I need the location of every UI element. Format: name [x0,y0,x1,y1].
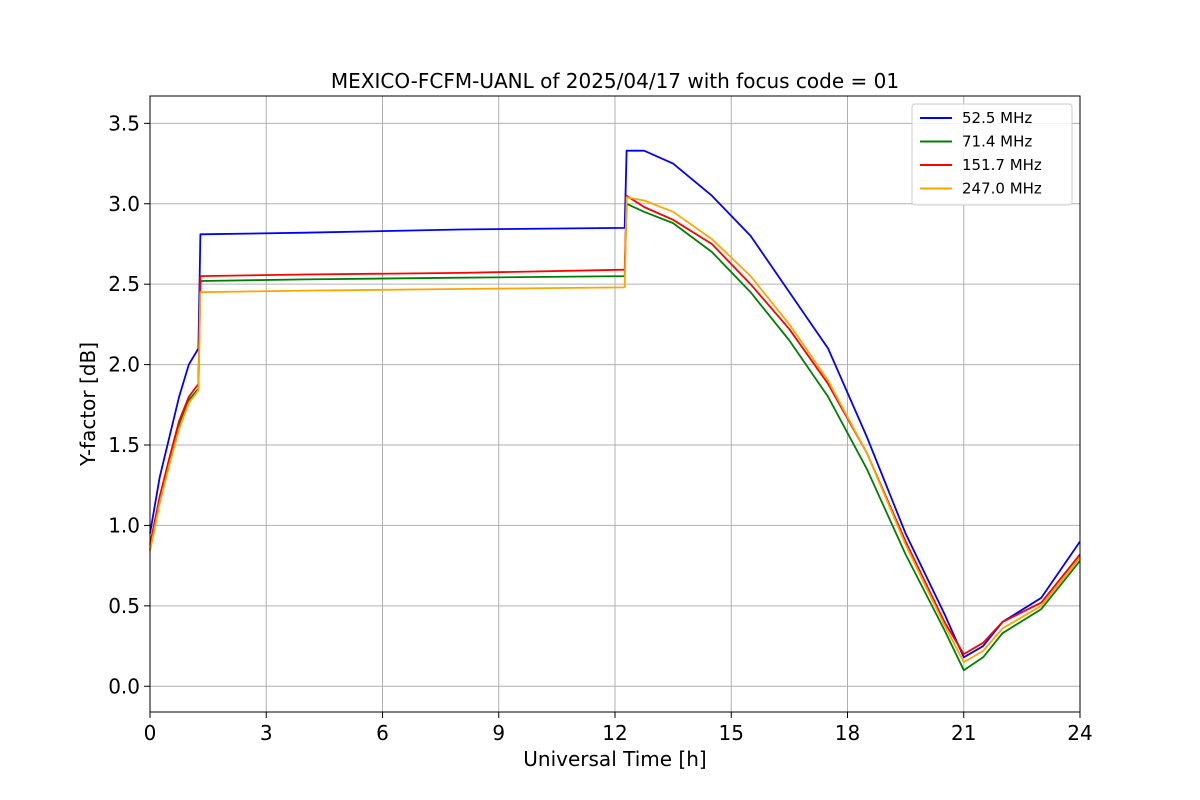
legend-label: 247.0 MHz [962,180,1042,198]
x-tick-label: 6 [376,721,389,745]
series-line-0 [149,149,1081,659]
x-tick-label: 9 [492,721,505,745]
y-tick-label: 0.5 [108,594,140,618]
series-lines [149,149,1081,672]
x-tick-label: 3 [260,721,273,745]
x-tick-label: 15 [719,721,744,745]
y-tick-label: 2.5 [108,272,140,296]
grid [149,96,1081,712]
y-tick-label: 1.5 [108,433,140,457]
y-axis-label: Y-factor [dB] [76,342,100,467]
chart-title: MEXICO-FCFM-UANL of 2025/04/17 with focu… [331,69,899,93]
y-tick-label: 0.0 [108,674,140,698]
y-tick-label: 1.0 [108,513,140,537]
legend-box [911,103,1073,206]
series-line-1 [149,202,1081,672]
x-axis-label: Universal Time [h] [523,747,706,771]
x-tick-label: 24 [1067,721,1092,745]
x-tick-label: 0 [144,721,157,745]
y-tick-label: 3.0 [108,192,140,216]
legend-label: 52.5 MHz [962,109,1032,127]
legend-label: 71.4 MHz [962,133,1032,151]
legend: 52.5 MHz 71.4 MHz 151.7 MHz 247.0 MHz [911,103,1073,206]
series-line-2 [149,194,1081,655]
x-axis-ticks: 0 3 6 9 12 15 18 21 24 [144,712,1093,745]
x-tick-label: 18 [835,721,860,745]
y-axis-ticks: 0.0 0.5 1.0 1.5 2.0 2.5 3.0 3.5 [108,111,150,698]
y-tick-label: 3.5 [108,111,140,135]
x-tick-label: 12 [602,721,627,745]
y-tick-label: 2.0 [108,353,140,377]
legend-label: 151.7 MHz [962,156,1042,174]
series-line-3 [149,196,1081,663]
x-tick-label: 21 [951,721,976,745]
